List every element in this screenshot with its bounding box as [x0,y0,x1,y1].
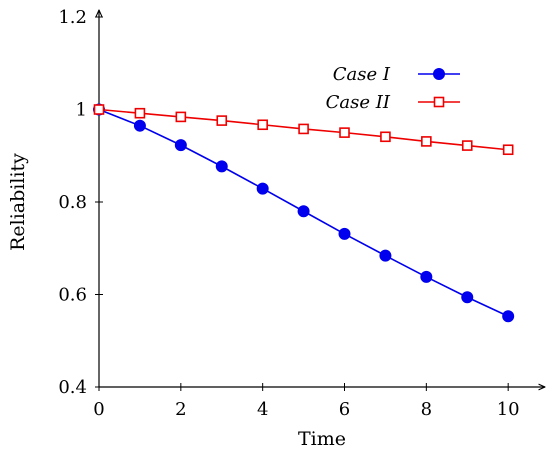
y-axis-label: Reliability [7,153,29,251]
series-layer [93,103,515,323]
x-tick-label: 0 [93,399,104,420]
data-point [420,270,433,283]
data-point [379,249,392,262]
x-tick-label: 6 [339,399,350,420]
x-tick-label: 8 [421,399,432,420]
data-point [257,119,268,131]
data-point [421,136,432,147]
y-tick-label: 1.2 [58,7,87,28]
x-ticks: 0 2 4 6 8 10 [93,383,520,420]
data-point [134,107,146,119]
x-axis-label: Time [298,428,346,450]
data-point [502,310,515,323]
legend-swatches [418,68,460,108]
legend-label-case-1: Case I [333,64,391,85]
data-point [339,127,350,138]
data-point [175,111,187,123]
x-tick-label: 2 [175,399,186,420]
data-point [93,104,105,115]
legend-swatch-marker [433,96,445,108]
data-point [133,119,146,132]
x-tick-label: 10 [497,399,520,420]
legend-label-case-2: Case II [326,92,391,113]
data-point [461,291,474,304]
x-tick-label: 4 [257,399,268,420]
data-point [174,139,187,152]
data-point [502,144,514,156]
data-point [461,140,473,151]
legend-swatch-marker [433,68,445,80]
y-tick-label: 1 [76,100,87,121]
data-point [297,205,310,218]
y-ticks: 0.4 0.6 0.8 1 1.2 [58,7,103,398]
data-point [298,123,309,135]
y-tick-label: 0.8 [58,192,87,213]
data-point [215,160,228,173]
data-point [216,115,228,126]
y-tick-label: 0.4 [58,377,87,398]
y-tick-label: 0.6 [58,285,87,306]
data-point [256,182,269,195]
series-case-1 [93,103,515,323]
data-point [380,131,391,143]
data-point [338,227,351,240]
legend: Case I Case II [326,64,460,113]
series-case-2 [93,104,514,156]
